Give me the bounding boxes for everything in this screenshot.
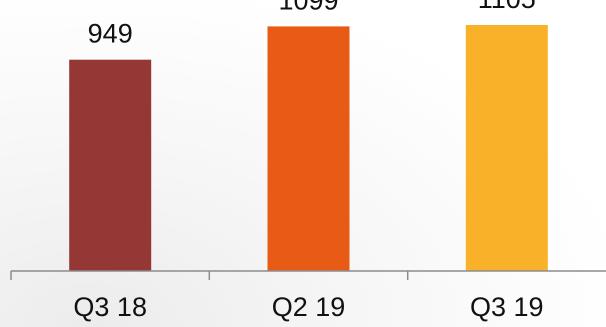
- data-label-q3-18: 949: [88, 19, 133, 49]
- x-tick-label-q3-18: Q3 18: [73, 292, 147, 322]
- data-label-q3-19: 1105: [478, 0, 536, 14]
- bars-group: [69, 25, 548, 272]
- bar-q2-19: [267, 26, 350, 272]
- x-tick-label-q3-19: Q3 19: [470, 292, 544, 322]
- x-axis-ticks: [10, 271, 409, 280]
- data-label-q2-19: 1099: [278, 0, 338, 15]
- x-tick-label-q2-19: Q2 19: [272, 292, 346, 322]
- data-labels-group: 949 1099 1105: [88, 0, 536, 49]
- x-axis-tick-labels: Q3 18 Q2 19 Q3 19: [73, 292, 543, 322]
- bar-q3-19: [465, 25, 548, 271]
- bar-q3-18: [69, 59, 152, 272]
